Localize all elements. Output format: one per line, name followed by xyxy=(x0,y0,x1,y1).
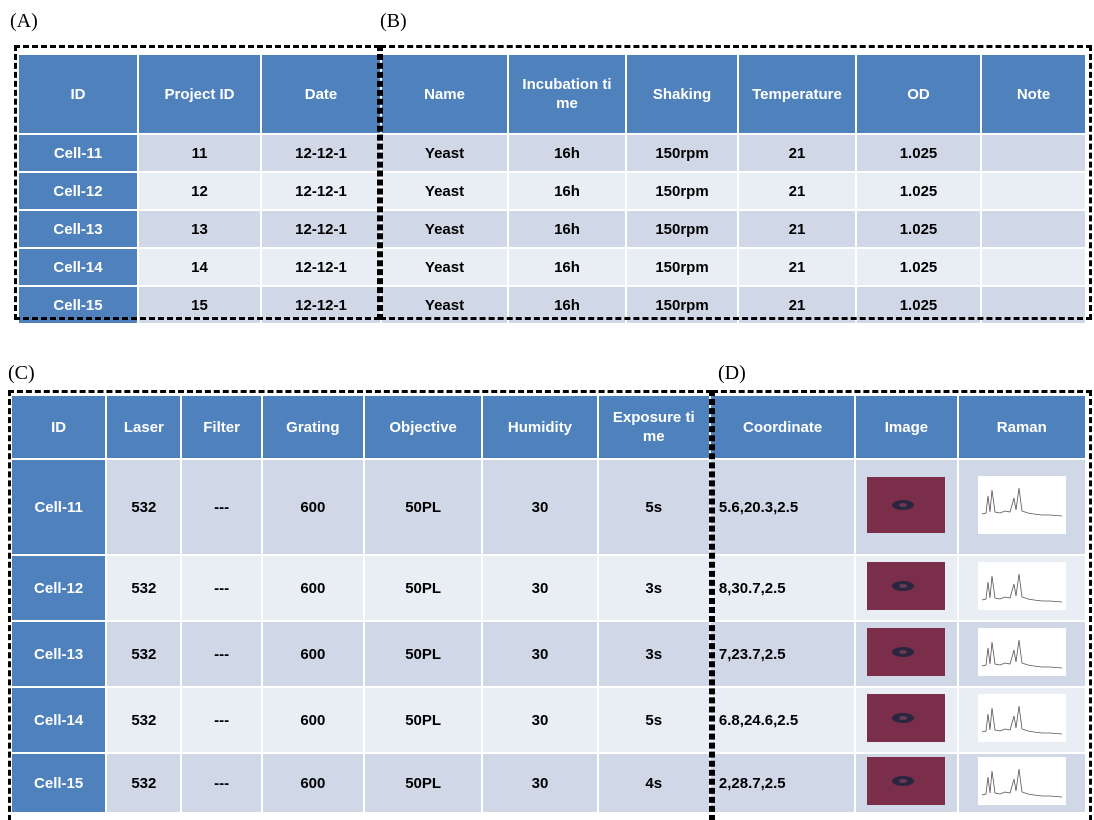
figure: (A) (B) (C) (D) IDProject IDDateNameIncu… xyxy=(0,0,1094,820)
dashed-box xyxy=(712,390,1092,820)
dashed-box xyxy=(14,45,380,320)
dashed-box xyxy=(380,45,1092,320)
panel-label: (C) xyxy=(8,362,35,385)
dashed-box xyxy=(8,390,712,820)
panel-label: (D) xyxy=(718,362,746,385)
panel-label: (A) xyxy=(10,10,38,33)
panel-label: (B) xyxy=(380,10,407,33)
